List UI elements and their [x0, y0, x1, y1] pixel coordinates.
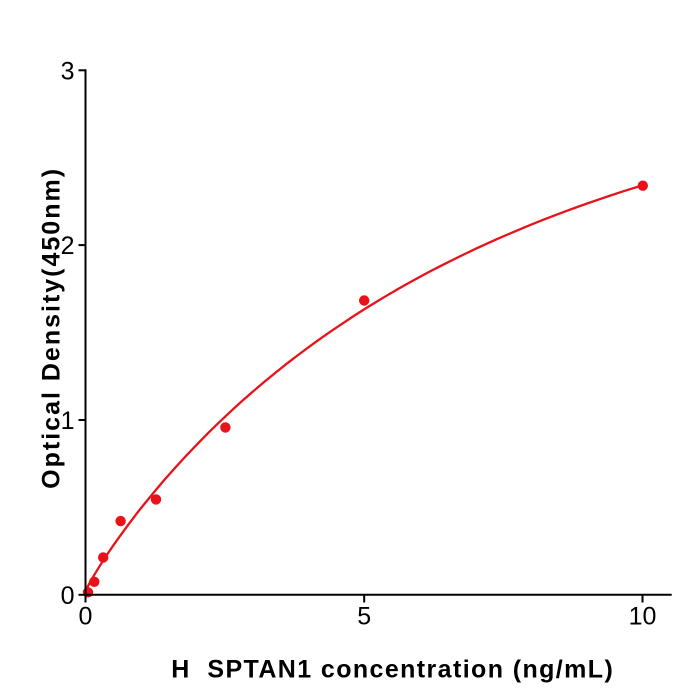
svg-text:Optical Density(450nm): Optical Density(450nm) — [38, 167, 66, 489]
svg-text:3: 3 — [61, 57, 75, 85]
svg-text:1: 1 — [61, 407, 75, 435]
svg-text:0: 0 — [79, 603, 93, 631]
svg-text:10: 10 — [629, 603, 657, 631]
svg-text:2: 2 — [61, 232, 75, 260]
svg-text:0: 0 — [61, 582, 75, 610]
svg-text:H SPTAN1 concentration (ng/mL: H SPTAN1 concentration (ng/mL) — [171, 655, 614, 683]
svg-text:5: 5 — [357, 603, 371, 631]
